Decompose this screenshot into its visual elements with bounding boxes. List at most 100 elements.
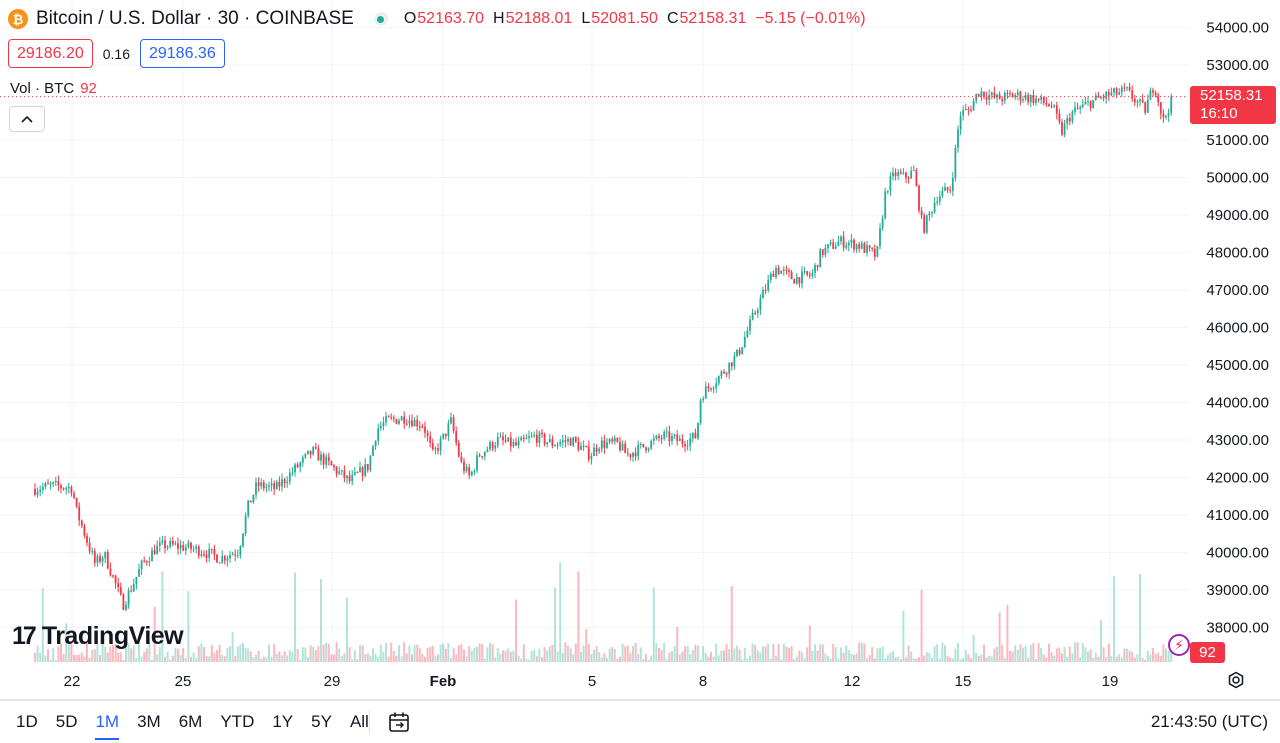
volume-bar — [231, 632, 234, 662]
lightning-icon[interactable]: ⚡ — [1168, 634, 1190, 656]
candle-body — [418, 426, 421, 428]
range-button-ytd[interactable]: YTD — [220, 712, 255, 731]
volume-bar — [821, 644, 824, 662]
volume-bar — [96, 643, 99, 662]
volume-bar — [946, 656, 949, 662]
candle-body — [988, 95, 991, 100]
candle-body — [1115, 88, 1118, 95]
candle-body — [54, 480, 57, 483]
volume-bar — [255, 654, 257, 662]
range-button-1m[interactable]: 1M — [95, 712, 119, 740]
range-button-1y[interactable]: 1Y — [272, 712, 294, 731]
volume-bar — [463, 649, 465, 662]
volume-bar — [78, 655, 81, 662]
collapse-legend-button[interactable] — [9, 106, 45, 132]
volume-bar — [171, 655, 174, 662]
candle-body — [179, 545, 182, 549]
volume-bar — [270, 656, 273, 662]
candle-body — [746, 330, 749, 338]
price-chart[interactable]: 54000.0053000.0052000.0051000.0050000.00… — [0, 0, 1280, 700]
volume-bar — [736, 645, 738, 662]
candle-body — [512, 442, 515, 447]
candle-body — [751, 312, 754, 320]
candle-body — [546, 442, 549, 444]
volume-bar — [1074, 642, 1076, 662]
volume-bar — [182, 648, 185, 662]
volume-bar — [645, 654, 647, 662]
candle-body — [457, 442, 460, 457]
candle-body — [1050, 106, 1053, 108]
x-tick-label: 25 — [175, 673, 192, 690]
range-button-5d[interactable]: 5D — [55, 712, 78, 731]
volume-bar — [502, 650, 504, 662]
range-button-6m[interactable]: 6M — [178, 712, 203, 731]
volume-bar — [528, 659, 530, 662]
candle-body — [299, 462, 302, 468]
settings-icon[interactable] — [1226, 670, 1246, 690]
x-tick-label: 29 — [324, 673, 341, 690]
volume-bar — [377, 656, 380, 662]
x-axis[interactable]: 22 25 29 Feb 5 8 12 15 19 — [64, 673, 1119, 690]
candle-body — [132, 584, 135, 592]
volume-bar — [572, 654, 575, 662]
volume-bar — [312, 646, 315, 662]
volume-legend[interactable]: Vol · BTC 92 — [10, 80, 97, 97]
candle-body — [226, 558, 229, 561]
buy-price-button[interactable]: 29186.36 — [139, 39, 225, 68]
candle-body — [1128, 87, 1131, 91]
candle-body — [476, 455, 478, 471]
candle-body — [57, 480, 60, 486]
range-button-all[interactable]: All — [349, 712, 369, 731]
candle-body — [777, 267, 780, 274]
candle-body — [426, 432, 429, 437]
tradingview-logo[interactable]: 17 TradingView — [12, 622, 184, 651]
candle-body — [1066, 118, 1069, 124]
volume-bar — [291, 652, 294, 662]
sell-price-button[interactable]: 29186.20 — [8, 39, 93, 68]
y-tick-label: 47000.00 — [1206, 282, 1269, 299]
clock-utc[interactable]: 21:43:50 (UTC) — [1150, 712, 1268, 731]
candle-body — [655, 435, 658, 439]
candle-body — [197, 546, 200, 556]
range-button-3m[interactable]: 3M — [137, 712, 161, 731]
candle-body — [1048, 104, 1050, 107]
candle-body — [645, 447, 647, 451]
candle-body — [1037, 98, 1040, 100]
candle-body — [390, 417, 393, 419]
candle-body — [1126, 87, 1128, 89]
volume-bar — [1035, 659, 1037, 662]
range-button-1d[interactable]: 1D — [16, 712, 38, 731]
tradingview-logo-mark: 17 — [12, 622, 37, 650]
volume-bar — [1107, 643, 1110, 662]
candle-body — [517, 440, 520, 446]
go-to-date-icon[interactable] — [387, 710, 411, 739]
volume-bar — [613, 648, 616, 662]
volume-bar — [104, 646, 107, 662]
candle-body — [548, 439, 551, 443]
volume-bar — [543, 647, 546, 662]
volume-bar — [556, 651, 559, 662]
candle-body — [905, 172, 907, 179]
candle-body — [884, 191, 887, 219]
volume-bar — [603, 653, 606, 662]
volume-bar — [143, 652, 146, 662]
volume-bar — [67, 645, 70, 662]
volume-bar — [819, 643, 822, 662]
symbol-title[interactable]: Bitcoin / U.S. Dollar · 30 · COINBASE — [36, 8, 354, 29]
candle-body — [1058, 113, 1061, 122]
candle-body — [946, 187, 949, 191]
volume-bar — [244, 647, 247, 662]
candle-body — [392, 417, 395, 420]
volume-bar — [135, 657, 138, 662]
candle-body — [652, 438, 655, 441]
volume-bar — [1081, 643, 1084, 662]
candle-body — [257, 482, 260, 487]
volume-bar — [1027, 657, 1030, 662]
volume-bar — [257, 650, 260, 662]
volume-bar — [262, 656, 265, 662]
volume-bar — [283, 651, 286, 662]
volume-bar — [364, 654, 367, 662]
volume-bar — [1058, 647, 1061, 662]
candle-body — [395, 419, 398, 424]
range-button-5y[interactable]: 5Y — [311, 712, 332, 731]
